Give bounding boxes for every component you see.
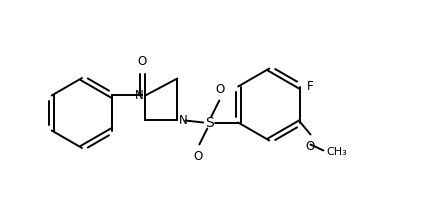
Text: S: S (205, 116, 214, 129)
Text: N: N (135, 89, 143, 102)
Text: O: O (194, 150, 203, 162)
Text: O: O (137, 55, 147, 68)
Text: O: O (216, 82, 225, 95)
Text: F: F (307, 80, 313, 93)
Text: CH₃: CH₃ (327, 146, 347, 157)
Text: N: N (179, 114, 188, 127)
Text: O: O (306, 140, 315, 153)
